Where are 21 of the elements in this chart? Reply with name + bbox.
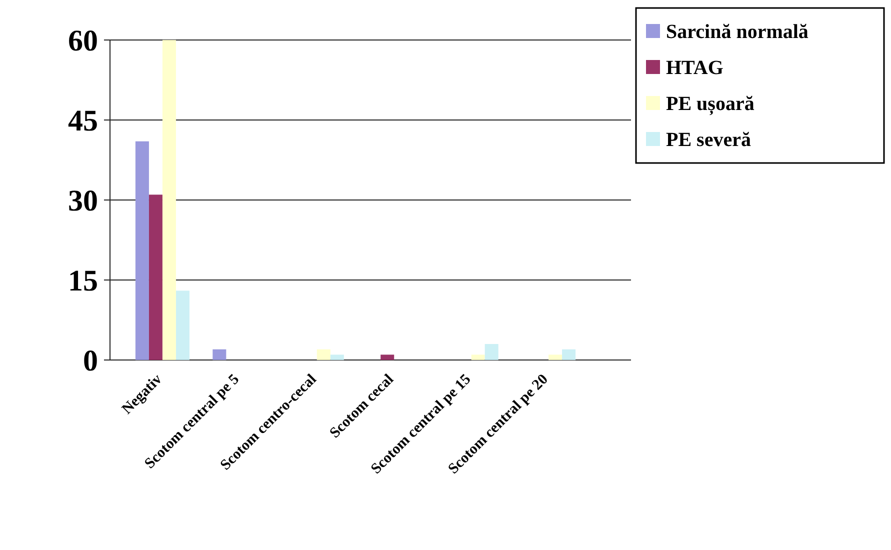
bar xyxy=(330,354,344,360)
bar xyxy=(148,194,162,360)
y-tick-label: 60 xyxy=(68,24,98,58)
legend-label: HTAG xyxy=(666,57,724,79)
bar xyxy=(176,290,190,360)
bar xyxy=(471,354,485,360)
bar xyxy=(162,40,176,360)
legend-label: Sarcină normală xyxy=(666,21,808,43)
bar xyxy=(316,349,330,360)
legend-label: PE ușoară xyxy=(666,93,754,116)
y-tick-label: 15 xyxy=(68,264,98,298)
y-tick-label: 45 xyxy=(68,104,98,138)
y-tick-label: 30 xyxy=(68,184,98,218)
bar xyxy=(212,349,226,360)
bar xyxy=(484,344,498,360)
bar xyxy=(135,141,149,360)
bar xyxy=(380,354,394,360)
bar xyxy=(562,349,576,360)
y-tick-label: 0 xyxy=(83,344,98,378)
bar xyxy=(548,354,562,360)
legend-label: PE severă xyxy=(666,129,751,151)
